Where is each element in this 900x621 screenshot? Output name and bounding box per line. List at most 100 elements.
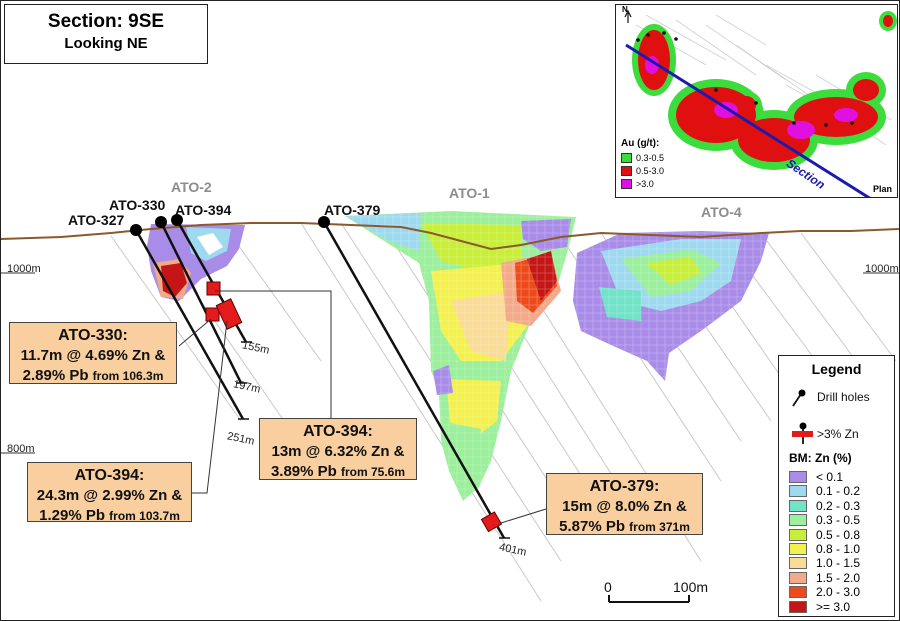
legend-zn-intercept: >3% Zn [817,427,859,441]
bm-class-row: 0.3 - 0.5 [789,513,860,527]
bm-class-swatch [789,499,807,512]
bm-class-row: 2.0 - 3.0 [789,585,860,599]
legend-drill-holes: Drill holes [817,390,870,404]
hole-label-ato-330: ATO-330 [109,197,166,213]
au-class-1: 0.5-3.0 [621,166,664,176]
bm-class-swatch [789,571,807,584]
bm-class-row: 1.0 - 1.5 [789,556,860,570]
ato-4-block-model [573,231,769,381]
intercept-ato-394-lower [215,298,243,330]
bm-legend-title: BM: Zn (%) [789,451,852,465]
intercept-ato-379 [480,511,503,533]
callout-pb: 1.29% Pb [39,507,105,524]
callout-ato-330: ATO-330: 11.7m @ 4.69% Zn & 2.89% Pb fro… [9,322,177,384]
collar-ato-327 [130,224,142,236]
au-swatch [621,166,632,176]
drill-trace-ato-330 [159,221,243,384]
drill-trace-ato-327 [134,229,245,420]
elevation-ticks [1,272,899,454]
zone-label-ato-1: ATO-1 [449,185,490,201]
collar-ato-394 [171,214,183,226]
zn-intercepts [205,281,503,533]
bm-class-row: 0.5 - 0.8 [789,528,860,542]
legend-symbols [792,389,813,444]
callout-pb: 3.89% Pb [270,463,337,480]
bm-class-label: < 0.1 [816,470,844,484]
callout-zn: 11.7m @ 4.69% Zn & [20,347,166,364]
bm-class-label: 0.3 - 0.5 [816,513,861,528]
bm-class-swatch [789,485,807,498]
callout-hole: ATO-394: [74,467,145,484]
au-class-0: 0.3-0.5 [621,153,664,163]
bm-class-swatch [789,600,807,613]
scale-bar-end: 100m [673,579,709,595]
legend-title: Legend [811,361,862,377]
callout-from: from 106.3m [92,369,164,383]
collar-ato-330 [155,216,167,228]
callout-from: from 103.7m [109,509,180,523]
ato-2-block-model [147,224,245,301]
callout-pb: 2.89% Pb [22,367,89,384]
intercept-ato-394-upper [206,281,221,296]
bm-class-label: >= 3.0 [816,599,851,614]
zone-label-ato-4: ATO-4 [701,204,742,220]
callout-zn: 13m @ 6.32% Zn & [271,443,405,460]
callout-from: from 75.6m [341,465,406,479]
bm-class-row: 1.5 - 2.0 [789,571,860,585]
bm-class-row: 0.8 - 1.0 [789,542,860,556]
scale-bar-start: 0 [604,579,612,595]
callout-ato-379: ATO-379: 15m @ 8.0% Zn & 5.87% Pb from 3… [546,473,703,535]
plan-label: Plan [872,184,892,194]
callout-zn: 15m @ 8.0% Zn & [562,498,687,515]
callout-hole: ATO-379: [589,478,660,495]
callout-hole: ATO-330: [58,327,128,344]
au-swatch [621,153,632,163]
bm-class-label: 0.2 - 0.3 [816,498,861,513]
au-class-label: 0.5-3.0 [636,166,665,176]
intercept-ato-330 [205,307,220,322]
bm-class-label: 2.0 - 3.0 [816,585,861,600]
view-direction: Looking NE [64,35,148,52]
ato-1-block-model [345,211,576,501]
hole-label-ato-379: ATO-379 [324,202,381,218]
au-class-label: 0.3-0.5 [636,153,665,163]
bm-class-row: 0.2 - 0.3 [789,499,860,513]
elevation-label-800: 800m [7,443,35,455]
callout-hole: ATO-394: [303,423,373,440]
scale-bar [608,595,690,603]
au-class-2: >3.0 [621,179,654,189]
bm-class-label: 1.5 - 2.0 [816,570,861,585]
drill-hole-traces [134,219,506,539]
bm-class-swatch [789,514,807,527]
callout-ato-394-upper: ATO-394: 13m @ 6.32% Zn & 3.89% Pb from … [259,418,417,480]
ground-surface [1,222,899,251]
plan-inset: N Au (g/t): 0.3-0.5 0.5-3.0 >3.0 Section… [615,4,898,198]
title-box: Section: 9SE Looking NE [4,4,208,64]
elevation-label-left: 1000m [7,263,41,275]
drill-hole-ends [236,341,510,539]
plan-inset-canvas [624,9,897,197]
bm-class-swatch [789,528,807,541]
au-swatch [621,179,632,189]
drill-collars [130,214,330,236]
callout-zn: 24.3m @ 2.99% Zn & [36,487,183,504]
section-title: Section: 9SE [47,11,165,32]
bm-class-row: 0.1 - 0.2 [789,484,860,498]
bm-class-row: >= 3.0 [789,600,850,614]
legend: Legend Drill holes >3% Zn BM: Zn (%) < 0… [778,355,895,617]
north-arrow-label: N [622,5,628,14]
callout-pb: 5.87% Pb [559,518,625,535]
bm-class-label: 0.8 - 1.0 [816,542,861,556]
drill-trace-ato-379 [322,221,506,539]
bm-class-label: 1.0 - 1.5 [816,556,861,571]
collar-ato-379 [318,216,330,228]
callout-ato-394-lower: ATO-394: 24.3m @ 2.99% Zn & 1.29% Pb fro… [27,462,192,524]
bm-class-label: 0.1 - 0.2 [816,484,861,499]
au-legend-title: Au (g/t): [621,138,660,149]
bm-class-swatch [789,543,807,555]
bm-class-swatch [789,586,807,599]
elevation-label-right: 1000m [865,263,899,275]
bm-class-swatch [789,557,807,570]
callout-from: from 371m [629,520,690,534]
